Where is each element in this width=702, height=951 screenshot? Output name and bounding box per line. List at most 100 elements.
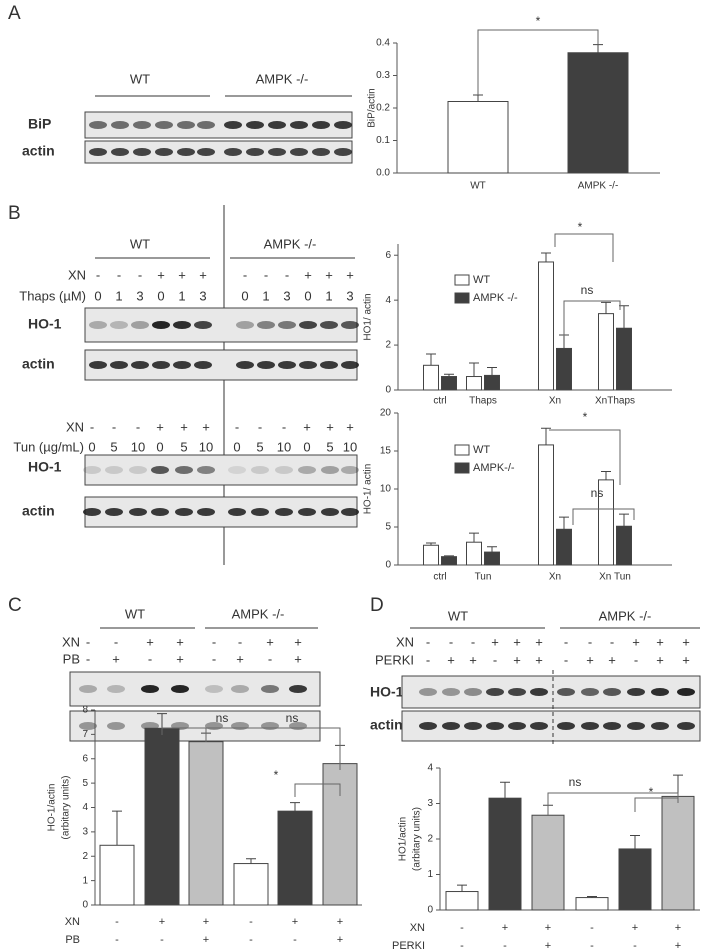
- error-bar: [112, 810, 122, 846]
- band: [224, 121, 242, 129]
- band: [627, 688, 645, 696]
- band: [236, 321, 254, 329]
- band: [141, 685, 159, 693]
- annotation: ns: [216, 711, 229, 725]
- band: [298, 466, 316, 474]
- bar: [441, 376, 457, 391]
- blot-label: BiP: [28, 116, 51, 132]
- band: [557, 722, 575, 730]
- significance-bracket: [572, 508, 635, 525]
- blot-label: actin: [22, 143, 55, 159]
- x-tick-label: ctrl: [433, 572, 446, 583]
- condition-label: XN: [62, 634, 80, 649]
- condition-value: -: [238, 634, 242, 649]
- y-tick-label: 0: [385, 560, 391, 571]
- band: [89, 121, 107, 129]
- condition-value: -: [264, 267, 268, 282]
- band: [224, 148, 242, 156]
- condition-value: 3: [199, 288, 206, 303]
- band: [320, 321, 338, 329]
- blot-label: actin: [22, 503, 55, 519]
- condition-value: +: [608, 652, 616, 667]
- band: [508, 722, 526, 730]
- condition-value: -: [148, 651, 152, 666]
- band: [173, 361, 191, 369]
- condition-value: 5: [180, 439, 187, 454]
- y-axis-label: HO-1/actin: [47, 784, 58, 832]
- band: [530, 688, 548, 696]
- band: [651, 722, 669, 730]
- band: [194, 361, 212, 369]
- group-label: AMPK -/-: [264, 236, 317, 251]
- error-bar: [426, 542, 436, 546]
- y-tick-label: 4: [427, 763, 433, 774]
- x-row-value: -: [460, 940, 464, 951]
- legend-swatch: [454, 462, 470, 474]
- band: [341, 466, 359, 474]
- band: [83, 508, 101, 516]
- band: [275, 508, 293, 516]
- annotation: *: [649, 785, 654, 799]
- band: [268, 148, 286, 156]
- bar: [556, 528, 572, 566]
- blot-label: HO-1: [370, 684, 404, 700]
- blot-label: HO-1: [28, 316, 62, 332]
- error-bar: [426, 353, 436, 366]
- condition-value: +: [656, 652, 664, 667]
- band: [557, 688, 575, 696]
- y-axis-label: HO1/ actin: [363, 293, 374, 340]
- bar: [556, 347, 572, 391]
- error-bar: [601, 471, 611, 480]
- condition-value: +: [156, 419, 164, 434]
- x-row-value: +: [675, 940, 681, 951]
- y-tick-label: 2: [385, 340, 391, 351]
- band: [246, 121, 264, 129]
- annotation: ns: [569, 775, 582, 789]
- condition-label: Thaps (µM): [19, 288, 86, 303]
- band: [175, 466, 193, 474]
- x-tick-label: AMPK -/-: [578, 181, 619, 192]
- significance-bracket: [294, 783, 341, 797]
- band: [133, 148, 151, 156]
- y-tick-label: 20: [380, 408, 392, 419]
- bar: [616, 327, 632, 391]
- y-axis-label: (arbitary units): [412, 807, 423, 871]
- y-tick-label: 0: [427, 905, 433, 916]
- annotation: ns: [591, 486, 604, 500]
- condition-value: 10: [131, 439, 145, 454]
- band: [197, 121, 215, 129]
- bar: [488, 797, 522, 911]
- condition-value: 10: [277, 439, 291, 454]
- band: [231, 685, 249, 693]
- band: [105, 508, 123, 516]
- x-row-value: -: [633, 940, 637, 951]
- condition-value: 1: [115, 288, 122, 303]
- condition-value: -: [634, 652, 638, 667]
- condition-value: +: [176, 634, 184, 649]
- error-bar: [500, 781, 510, 799]
- condition-value: -: [235, 419, 239, 434]
- band: [228, 508, 246, 516]
- condition-value: -: [136, 419, 140, 434]
- condition-value: 0: [94, 288, 101, 303]
- blot: [401, 675, 701, 709]
- panel-letter: C: [8, 595, 22, 616]
- band: [173, 321, 191, 329]
- condition-value: +: [180, 419, 188, 434]
- x-tick-label: WT: [470, 181, 486, 192]
- x-tick-label: Xn Tun: [599, 572, 631, 583]
- band: [486, 722, 504, 730]
- bar: [598, 313, 614, 391]
- bar: [445, 891, 479, 911]
- band: [152, 361, 170, 369]
- annotation: *: [274, 768, 279, 782]
- band: [197, 148, 215, 156]
- legend-label: WT: [473, 444, 490, 456]
- bar: [618, 848, 652, 911]
- condition-value: +: [303, 419, 311, 434]
- y-tick-label: 4: [385, 295, 391, 306]
- x-row-value: +: [502, 922, 508, 934]
- significance-bracket: [547, 792, 679, 815]
- bar: [484, 551, 500, 566]
